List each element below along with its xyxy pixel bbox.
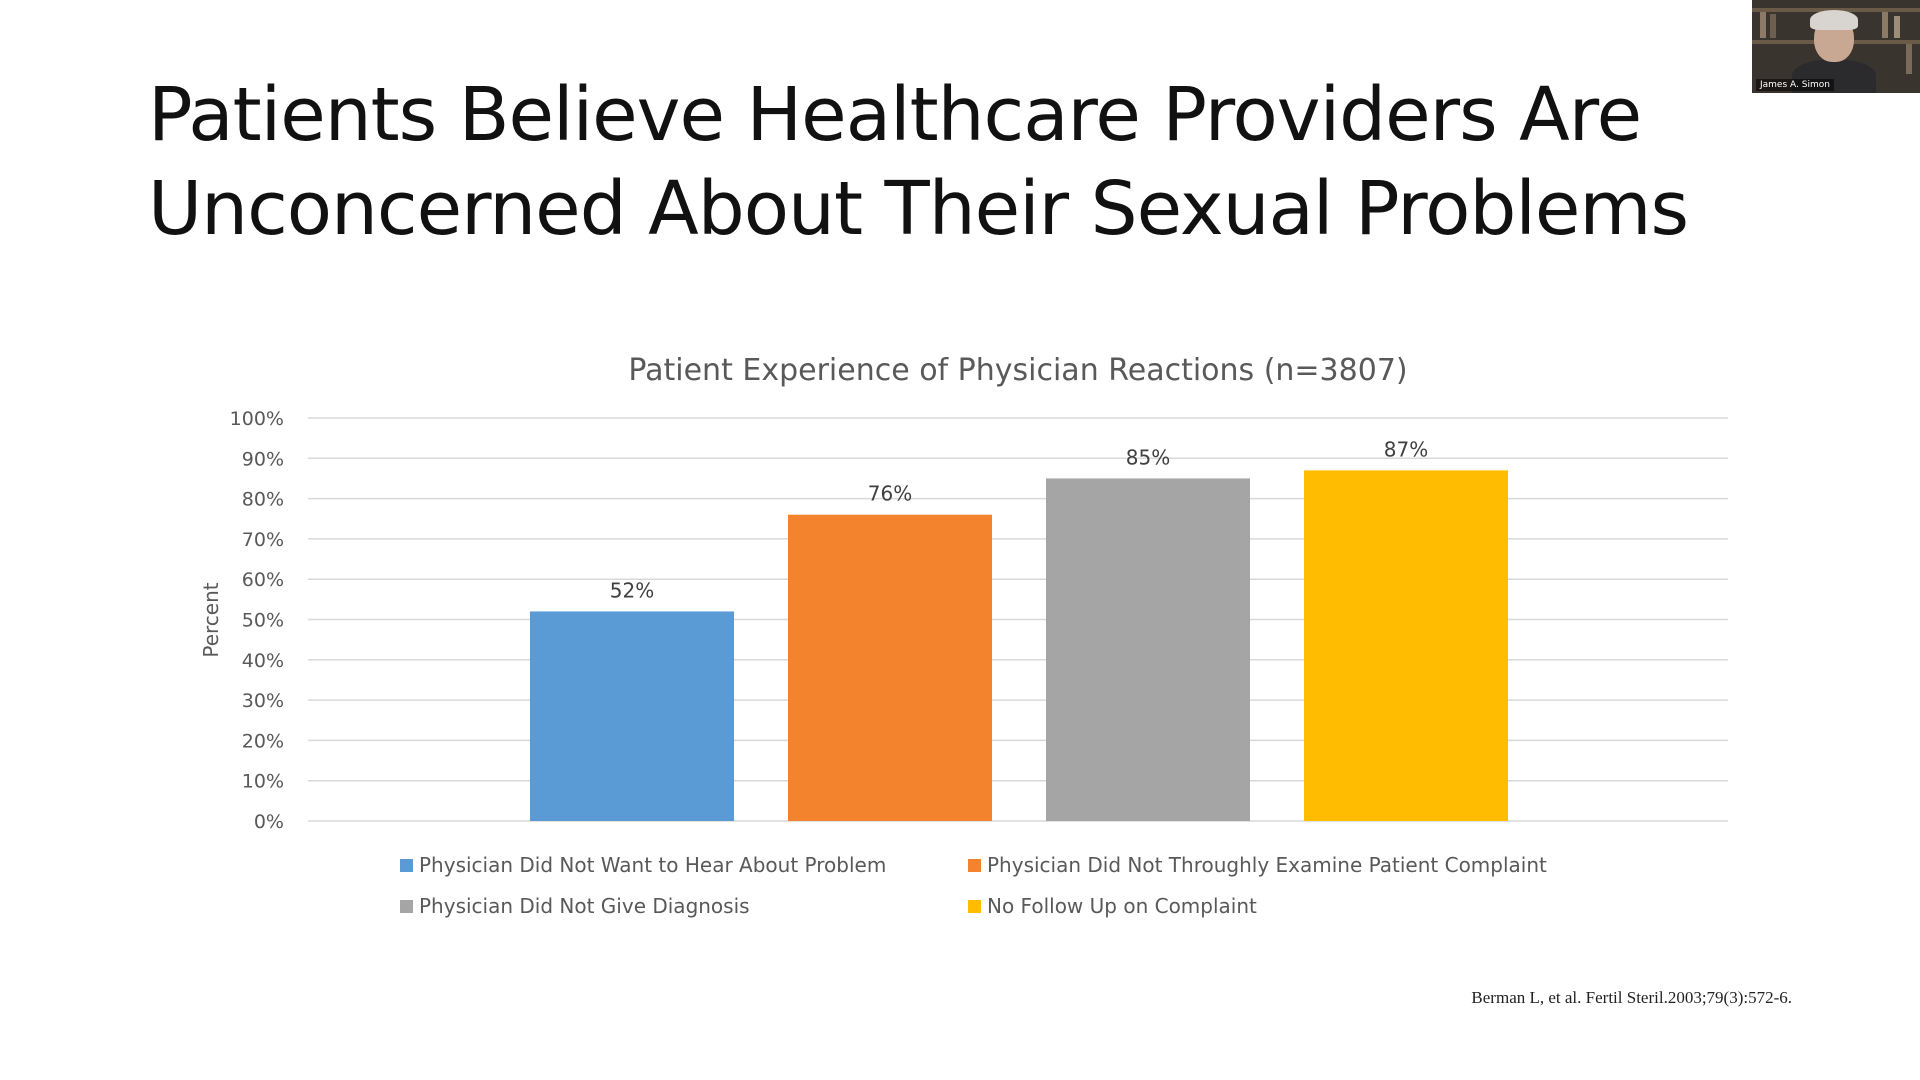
y-tick-label: 10%: [242, 771, 284, 793]
chart-title: Patient Experience of Physician Reaction…: [628, 353, 1407, 388]
bar-chart: Patient Experience of Physician Reaction…: [199, 353, 1728, 918]
y-axis-label: Percent: [199, 582, 223, 657]
book-decoration: [1882, 12, 1888, 38]
slide-title: Patients Believe Healthcare Providers Ar…: [148, 68, 1708, 256]
bar: [1046, 478, 1250, 821]
book-decoration: [1894, 16, 1900, 38]
slide-title-line-1: Patients Believe Healthcare Providers Ar…: [148, 72, 1642, 158]
legend-label: No Follow Up on Complaint: [987, 894, 1257, 918]
y-tick-label: 20%: [242, 730, 284, 752]
y-tick-label: 50%: [242, 610, 284, 632]
legend-swatch: [400, 900, 413, 913]
book-decoration: [1906, 44, 1912, 74]
book-decoration: [1770, 14, 1776, 38]
bar: [788, 514, 992, 821]
data-label: 87%: [1384, 437, 1428, 461]
data-label: 52%: [610, 578, 654, 602]
participant-name: James A. Simon: [1756, 79, 1834, 91]
book-decoration: [1760, 12, 1766, 38]
y-tick-label: 80%: [242, 489, 284, 511]
video-thumbnail[interactable]: James A. Simon: [1752, 0, 1920, 93]
data-label: 76%: [868, 482, 912, 506]
y-tick-label: 60%: [242, 569, 284, 591]
y-tick-label: 90%: [242, 448, 284, 470]
y-tick-label: 100%: [230, 408, 284, 430]
citation: Berman L, et al. Fertil Steril.2003;79(3…: [1471, 988, 1792, 1007]
legend-swatch: [400, 859, 413, 872]
y-tick-label: 0%: [254, 811, 284, 833]
y-tick-label: 70%: [242, 529, 284, 551]
legend-swatch: [968, 859, 981, 872]
bar: [530, 611, 734, 821]
y-tick-label: 30%: [242, 690, 284, 712]
legend-swatch: [968, 900, 981, 913]
y-tick-label: 40%: [242, 650, 284, 672]
data-label: 85%: [1126, 445, 1170, 469]
slide-title-line-2: Unconcerned About Their Sexual Problems: [148, 166, 1689, 252]
presenter-hair: [1810, 10, 1858, 30]
legend-label: Physician Did Not Give Diagnosis: [419, 894, 750, 918]
bar: [1304, 470, 1508, 821]
legend-label: Physician Did Not Throughly Examine Pati…: [987, 853, 1547, 877]
legend-label: Physician Did Not Want to Hear About Pro…: [419, 853, 886, 877]
